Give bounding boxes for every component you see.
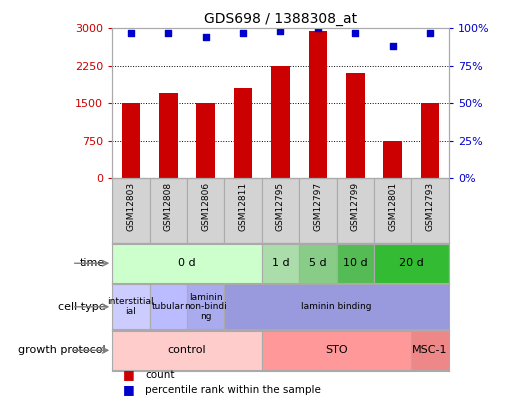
Point	[164, 30, 172, 36]
Title: GDS698 / 1388308_at: GDS698 / 1388308_at	[204, 12, 356, 26]
Bar	[149, 284, 187, 329]
Text: ■: ■	[122, 368, 134, 381]
Bar	[187, 178, 224, 243]
Text: growth protocol: growth protocol	[18, 345, 105, 355]
Bar	[233, 88, 252, 178]
Bar	[336, 244, 373, 283]
Text: GSM12801: GSM12801	[387, 181, 397, 230]
Text: percentile rank within the sample: percentile rank within the sample	[145, 385, 321, 395]
Bar	[112, 331, 261, 370]
Text: time: time	[80, 258, 105, 268]
Point	[425, 30, 433, 36]
Bar	[149, 178, 187, 243]
Text: 0 d: 0 d	[178, 258, 195, 268]
Text: cell type: cell type	[58, 302, 105, 312]
Bar	[383, 141, 401, 178]
Bar	[420, 103, 439, 178]
Text: 20 d: 20 d	[398, 258, 423, 268]
Point	[388, 43, 396, 49]
Text: interstitial
ial: interstitial ial	[107, 297, 154, 316]
Text: GSM12803: GSM12803	[126, 181, 135, 230]
Text: GSM12793: GSM12793	[425, 181, 434, 230]
Bar	[336, 178, 373, 243]
Text: count: count	[145, 370, 175, 379]
Bar	[224, 178, 261, 243]
Bar	[271, 66, 289, 178]
Bar	[224, 284, 448, 329]
Bar	[112, 244, 261, 283]
Point	[351, 30, 359, 36]
Point	[239, 30, 247, 36]
Bar	[196, 103, 215, 178]
Text: tubular: tubular	[152, 302, 184, 311]
Point	[201, 34, 209, 40]
Text: GSM12795: GSM12795	[275, 181, 285, 230]
Bar	[373, 178, 411, 243]
Bar	[112, 178, 149, 243]
Bar	[261, 244, 299, 283]
Bar	[411, 178, 448, 243]
Bar	[373, 244, 448, 283]
Text: GSM12797: GSM12797	[313, 181, 322, 230]
Bar	[261, 178, 299, 243]
Text: GSM12811: GSM12811	[238, 181, 247, 230]
Bar	[308, 31, 327, 178]
Bar	[159, 93, 177, 178]
Bar	[299, 244, 336, 283]
Point	[313, 25, 321, 32]
Bar	[411, 331, 448, 370]
Bar	[112, 284, 149, 329]
Text: laminin
non-bindi
ng: laminin non-bindi ng	[184, 292, 227, 321]
Bar	[261, 331, 411, 370]
Text: GSM12808: GSM12808	[163, 181, 173, 230]
Text: 10 d: 10 d	[343, 258, 367, 268]
Text: MSC-1: MSC-1	[412, 345, 447, 355]
Bar	[121, 103, 140, 178]
Text: GSM12799: GSM12799	[350, 181, 359, 230]
Point	[276, 28, 284, 34]
Text: ■: ■	[122, 384, 134, 396]
Text: STO: STO	[325, 345, 347, 355]
Point	[127, 30, 135, 36]
Text: 5 d: 5 d	[308, 258, 326, 268]
Text: laminin binding: laminin binding	[301, 302, 371, 311]
Text: control: control	[167, 345, 206, 355]
Text: GSM12806: GSM12806	[201, 181, 210, 230]
Bar	[187, 284, 224, 329]
Bar	[345, 73, 364, 178]
Text: 1 d: 1 d	[271, 258, 289, 268]
Bar	[299, 178, 336, 243]
